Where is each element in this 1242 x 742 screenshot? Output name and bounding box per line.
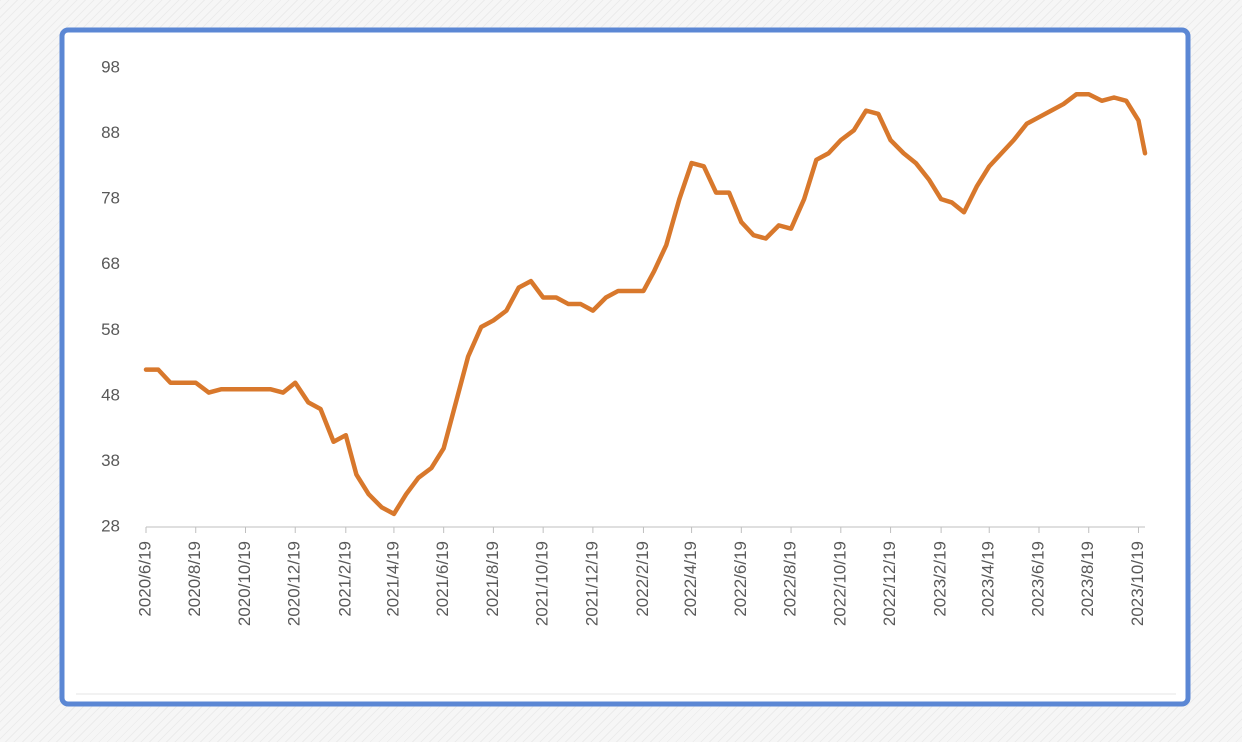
x-tick-label: 2023/6/19 <box>1028 541 1047 617</box>
x-tick-label: 2023/2/19 <box>931 541 950 617</box>
y-tick-label: 48 <box>101 385 120 404</box>
x-tick-label: 2023/8/19 <box>1078 541 1097 617</box>
data-line <box>143 91 1148 517</box>
x-tick-label: 2020/10/19 <box>235 541 254 626</box>
x-tick-label: 2020/8/19 <box>185 541 204 617</box>
x-tick-label: 2023/4/19 <box>979 541 998 617</box>
x-tick-label: 2020/6/19 <box>135 541 154 617</box>
y-tick-label: 58 <box>101 320 120 339</box>
x-tick-label: 2021/2/19 <box>335 541 354 617</box>
x-tick-label: 2022/6/19 <box>731 541 750 617</box>
x-tick-label: 2021/8/19 <box>483 541 502 617</box>
x-tick-label: 2022/8/19 <box>781 541 800 617</box>
y-tick-label: 98 <box>101 57 120 76</box>
x-tick-label: 2022/4/19 <box>681 541 700 617</box>
x-tick-label: 2020/12/19 <box>285 541 304 626</box>
x-tick-label: 2021/12/19 <box>582 541 601 626</box>
x-tick-label: 2021/6/19 <box>433 541 452 617</box>
x-tick-label: 2021/4/19 <box>383 541 402 617</box>
y-tick-label: 78 <box>101 189 120 208</box>
x-tick-label: 2021/10/19 <box>533 541 552 626</box>
y-tick-label: 68 <box>101 254 120 273</box>
x-tick-label: 2023/10/19 <box>1128 541 1147 626</box>
x-tick-label: 2022/2/19 <box>633 541 652 617</box>
y-tick-label: 28 <box>101 516 120 535</box>
x-tick-label: 2022/12/19 <box>880 541 899 626</box>
chart-frame <box>59 27 1191 707</box>
y-tick-label: 88 <box>101 123 120 142</box>
x-tick-label: 2022/10/19 <box>830 541 849 626</box>
y-tick-label: 38 <box>101 451 120 470</box>
